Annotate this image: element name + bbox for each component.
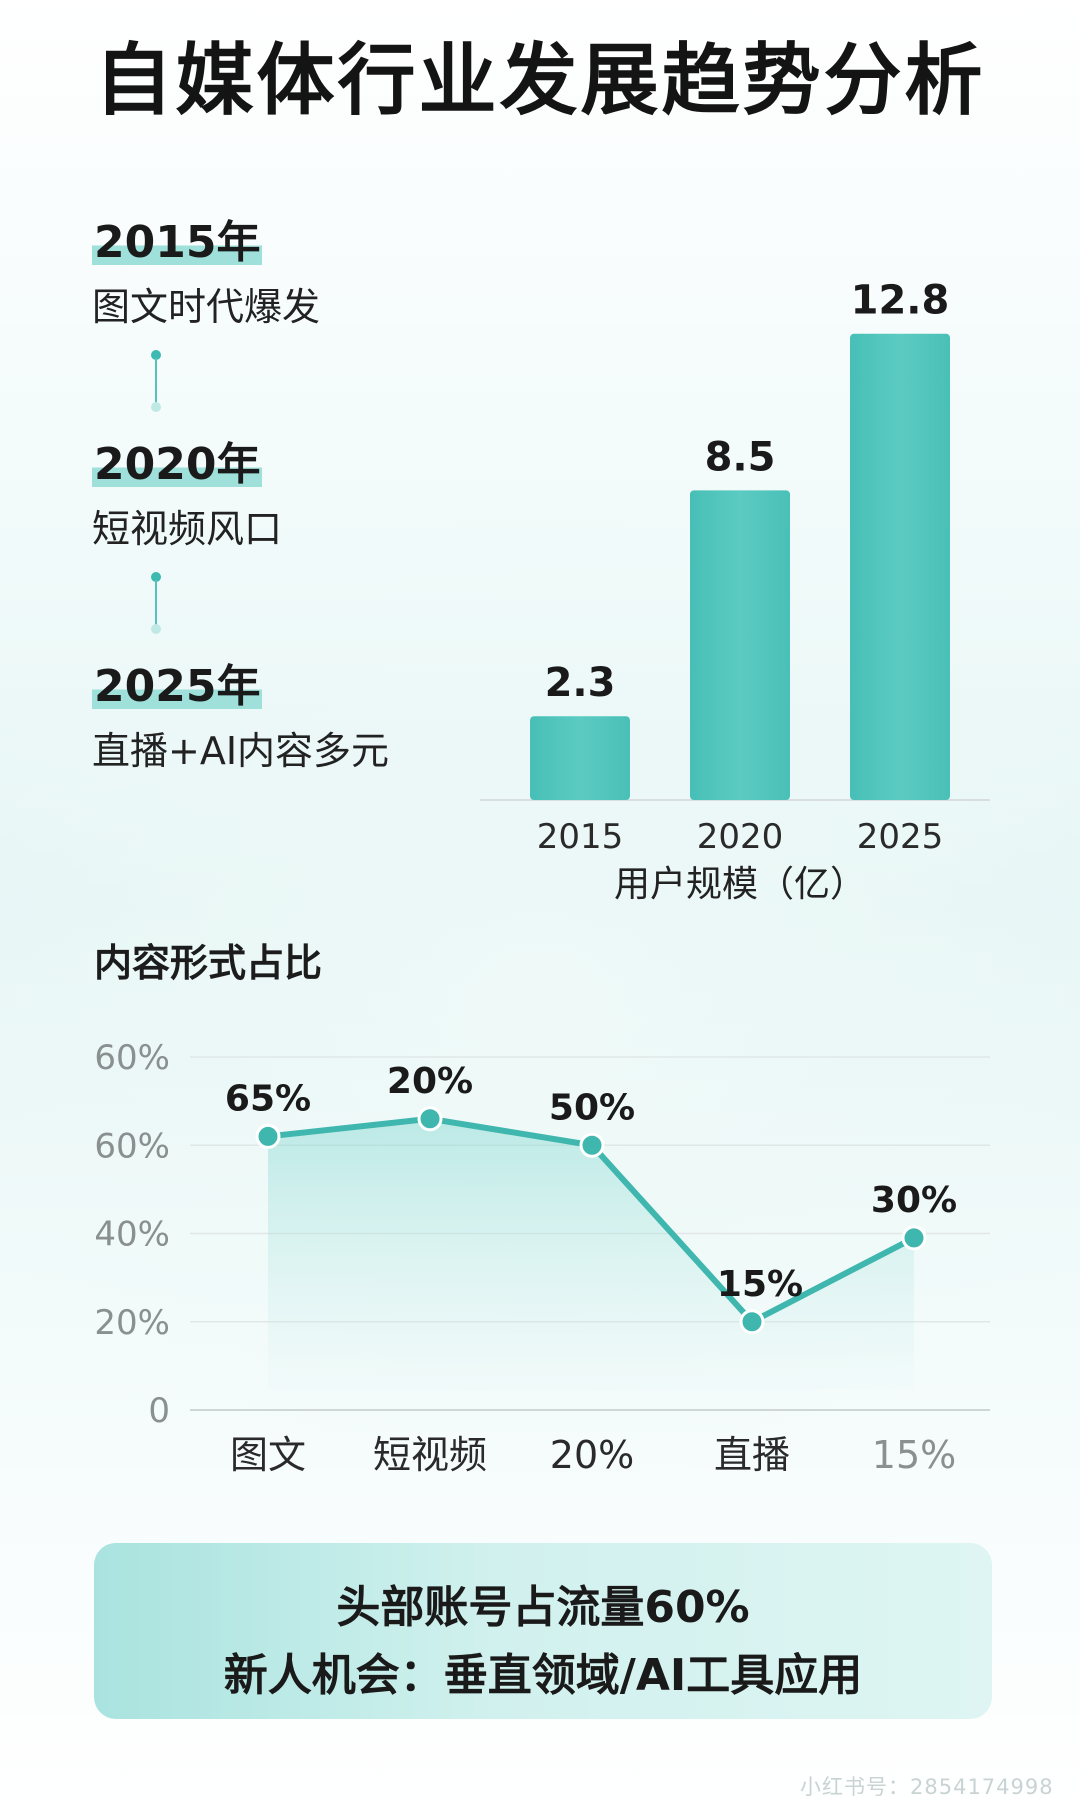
y-tick-label: 60% — [94, 1126, 170, 1166]
summary-box: 头部账号占流量60% 新人机会：垂直领域/AI工具应用 — [94, 1543, 992, 1719]
data-label: 50% — [549, 1087, 635, 1128]
y-tick-label: 60% — [94, 1038, 170, 1078]
content-share-title: 内容形式占比 — [94, 941, 323, 985]
summary-line-2: 新人机会：垂直领域/AI工具应用 — [223, 1650, 863, 1701]
timeline-connector — [148, 572, 164, 636]
data-label: 20% — [387, 1061, 473, 1102]
x-tick-label: 2025 — [857, 817, 944, 857]
data-point — [579, 1132, 605, 1158]
bar-value-label: 2.3 — [545, 660, 616, 706]
x-tick-label: 短视频 — [373, 1433, 487, 1477]
watermark: 小红书号：2854174998 — [800, 1775, 1054, 1799]
data-label: 30% — [871, 1180, 957, 1221]
area-fill — [268, 1118, 914, 1390]
timeline-desc-2025: 直播+AI内容多元 — [92, 729, 390, 773]
data-point — [417, 1106, 443, 1132]
content-share-line-chart: 0 20% 40% 60% 60% 65% 图文 20% 短视频 50% 20% 15% 直播 30% 15… — [94, 1038, 990, 1477]
timeline-year-2020: 2020年 — [92, 428, 263, 492]
y-tick-label: 20% — [94, 1303, 170, 1343]
x-tick-label: 20% — [550, 1433, 634, 1477]
timeline-year-2025: 2025年 — [92, 650, 263, 714]
y-tick-label: 40% — [94, 1215, 170, 1255]
x-tick-label: 图文 — [230, 1433, 306, 1477]
x-tick-label: 2020 — [697, 817, 784, 857]
y-tick-label: 0 — [148, 1391, 170, 1431]
data-label: 65% — [225, 1078, 311, 1119]
x-tick-label: 15% — [872, 1433, 956, 1477]
data-label: 15% — [717, 1264, 803, 1305]
data-point — [901, 1225, 927, 1251]
data-point — [739, 1309, 765, 1335]
bar — [850, 333, 950, 800]
data-point — [255, 1123, 281, 1149]
timeline-desc-2020: 短视频风口 — [92, 507, 283, 551]
timeline-connector — [148, 350, 164, 414]
timeline-desc-2015: 图文时代爆发 — [92, 285, 321, 329]
x-tick-label: 2015 — [537, 817, 624, 857]
x-axis-label: 用户规模（亿） — [614, 864, 866, 905]
bar — [530, 716, 630, 800]
summary-line-1: 头部账号占流量60% — [336, 1582, 750, 1633]
bar — [690, 490, 790, 800]
bar-value-label: 8.5 — [705, 434, 776, 480]
timeline-year-2015: 2015年 — [92, 206, 263, 270]
x-tick-label: 直播 — [714, 1433, 790, 1477]
bar-value-label: 12.8 — [851, 278, 950, 324]
user-scale-bar-chart: 2.3 2015 8.5 2020 12.8 2025 用户规模（亿） — [480, 278, 990, 905]
page-title: 自媒体行业发展趋势分析 — [94, 36, 986, 126]
